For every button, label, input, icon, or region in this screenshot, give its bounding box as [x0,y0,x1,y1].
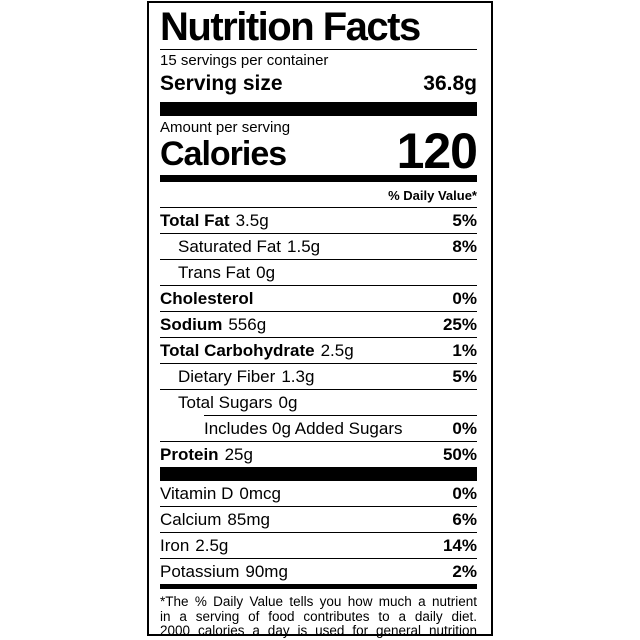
hairline-divider [160,506,477,507]
nutrient-label: Total Sugars [178,392,273,412]
nutrient-row-saturated-fat: Saturated Fat 1.5g 8% [160,234,477,259]
nutrient-row-sodium: Sodium 556g 25% [160,312,477,337]
nutrient-amount: 0g [278,392,298,412]
nutrient-label: Sodium [160,314,223,334]
medium-divider-bar [160,175,477,182]
calories-left: Amount per serving Calories [160,119,290,171]
vitamin-dv: 6% [452,509,477,529]
nutrient-amount: 25g [224,444,253,464]
nutrient-row-dietary-fiber: Dietary Fiber 1.3g 5% [160,364,477,389]
hairline-divider [160,285,477,286]
vitamin-dv: 14% [442,535,477,555]
hairline-divider [160,259,477,260]
nutrient-label: Protein [160,444,219,464]
servings-per-container: 15 servings per container [160,52,329,69]
serving-size-value: 36.8g [423,72,477,95]
nutrient-dv: 0% [452,418,477,438]
calories-value: 120 [396,123,478,179]
vitamin-amount: 0mcg [239,483,281,503]
hairline-divider [160,233,477,234]
footnote-line: *The % Daily Value tells you how much a … [160,594,477,609]
nutrient-dv: 8% [452,236,477,256]
nutrient-row-added-sugars: Includes 0g Added Sugars 0% [160,416,477,441]
nutrient-dv: 5% [452,366,477,386]
vitamin-label: Vitamin D [160,483,234,503]
thick-divider-bar [160,467,477,481]
hairline-divider [160,49,477,50]
hairline-divider [160,441,477,442]
vitamin-label: Iron [160,535,190,555]
nutrient-label: Total Carbohydrate [160,340,315,360]
footnote-line: 2000 calories a day is used for general … [160,623,477,638]
vitamin-amount: 90mg [245,561,288,581]
daily-value-footnote: *The % Daily Value tells you how much a … [160,589,477,639]
nutrient-dv: 50% [442,444,477,464]
vitamin-row-iron: Iron 2.5g 14% [160,533,477,558]
nutrient-label: Trans Fat [178,262,251,282]
calories-label: Calories [160,135,287,173]
serving-size-row: Serving size 36.8g [160,71,477,102]
nutrient-label: Cholesterol [160,288,254,308]
hairline-divider [160,558,477,559]
nutrient-row-total-sugars: Total Sugars 0g [160,390,477,415]
nutrient-dv: 25% [442,314,477,334]
vitamin-dv: 0% [452,483,477,503]
hairline-divider [160,337,477,338]
nutrient-row-total-carbohydrate: Total Carbohydrate 2.5g 1% [160,338,477,363]
hairline-divider [160,311,477,312]
nutrient-amount: 1.5g [287,236,321,256]
vitamin-amount: 2.5g [195,535,229,555]
nutrient-row-trans-fat: Trans Fat 0g [160,260,477,285]
hairline-divider-indented [204,415,477,416]
label-title: Nutrition Facts [160,5,421,49]
vitamin-dv: 2% [452,561,477,581]
nutrient-label: Total Fat [160,210,230,230]
hairline-divider [160,363,477,364]
daily-value-header: % Daily Value* [388,188,477,203]
nutrient-label: Saturated Fat [178,236,282,256]
nutrient-label: Includes 0g Added Sugars [204,418,403,438]
nutrient-label: Dietary Fiber [178,366,276,386]
hairline-divider [160,389,477,390]
nutrient-amount: 0g [256,262,276,282]
vitamin-row-calcium: Calcium 85mg 6% [160,507,477,532]
nutrient-row-protein: Protein 25g 50% [160,442,477,467]
nutrient-dv: 5% [452,210,477,230]
hairline-divider [160,532,477,533]
vitamin-label: Calcium [160,509,222,529]
vitamin-label: Potassium [160,561,240,581]
nutrient-amount: 2.5g [320,340,354,360]
medium-divider-bar [160,584,477,589]
nutrition-facts-label: Nutrition Facts 15 servings per containe… [147,1,493,639]
nutrient-amount: 3.5g [235,210,269,230]
nutrient-amount: 1.3g [281,366,315,386]
amount-per-serving-label: Amount per serving [160,119,291,136]
hairline-divider [160,207,477,208]
serving-size-label: Serving size [160,72,283,95]
footnote-line: in a serving of food contributes to a da… [160,608,477,624]
nutrient-dv: 1% [452,340,477,360]
nutrient-dv: 0% [452,288,477,308]
nutrient-row-total-fat: Total Fat 3.5g 5% [160,208,477,233]
calories-block: Amount per serving Calories 120 [160,116,478,179]
vitamin-row-vitamin-d: Vitamin D 0mcg 0% [160,481,477,506]
thick-divider-bar [160,102,477,116]
nutrient-amount: 556g [228,314,267,334]
vitamin-row-potassium: Potassium 90mg 2% [160,559,477,584]
nutrient-row-cholesterol: Cholesterol 0% [160,286,477,311]
vitamin-amount: 85mg [227,509,270,529]
